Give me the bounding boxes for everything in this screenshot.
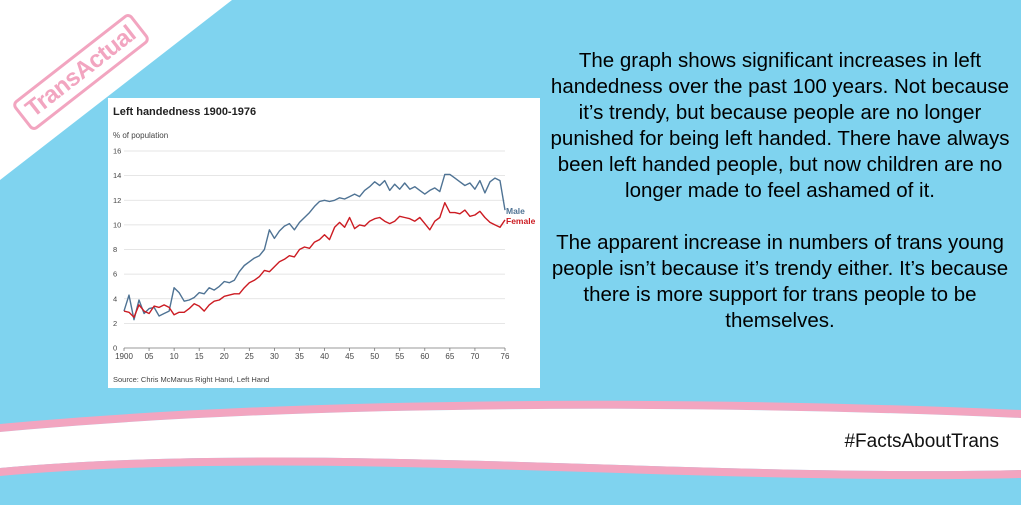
y-tick-label: 0: [113, 344, 117, 353]
paragraph-trans-support: The apparent increase in numbers of tran…: [551, 231, 1009, 332]
x-tick-label: 1900: [115, 352, 133, 361]
message-panel: The graph shows significant increases in…: [545, 48, 1015, 334]
y-tick-label: 16: [113, 147, 121, 156]
x-tick-label: 60: [420, 352, 429, 361]
y-tick-label: 10: [113, 220, 121, 229]
x-tick-label: 25: [245, 352, 254, 361]
paragraph-left-handedness: The graph shows significant increases in…: [550, 49, 1010, 202]
x-tick-label: 65: [445, 352, 454, 361]
series-line-male: [123, 173, 506, 321]
x-tick-label: 40: [320, 352, 329, 361]
legend-label-female: Female: [506, 216, 536, 226]
chart-title: Left handedness 1900-1976: [113, 106, 256, 118]
chart-source: Source: Chris McManus Right Hand, Left H…: [113, 375, 269, 384]
x-tick-label: 76: [501, 352, 510, 361]
x-tick-label: 55: [395, 352, 404, 361]
x-tick-label: 10: [170, 352, 179, 361]
line-chart: Left handedness 1900-1976 % of populatio…: [113, 106, 536, 384]
y-tick-label: 6: [113, 270, 117, 279]
x-tick-label: 50: [370, 352, 379, 361]
chart-ylabel: % of population: [113, 131, 168, 140]
y-tick-label: 4: [113, 294, 117, 303]
x-tick-label: 30: [270, 352, 279, 361]
hashtag-label: #FactsAboutTrans: [844, 431, 999, 452]
x-tick-label: 05: [145, 352, 154, 361]
y-tick-label: 14: [113, 171, 121, 180]
x-tick-label: 35: [295, 352, 304, 361]
y-tick-label: 8: [113, 245, 117, 254]
x-tick-label: 45: [345, 352, 354, 361]
y-tick-label: 12: [113, 196, 121, 205]
x-tick-label: 20: [220, 352, 229, 361]
x-tick-label: 70: [470, 352, 479, 361]
y-tick-label: 2: [113, 319, 117, 328]
x-tick-label: 15: [195, 352, 204, 361]
chart-card: Left handedness 1900-1976 % of populatio…: [108, 98, 540, 388]
series-line-female: [123, 201, 506, 318]
legend-label-male: Male: [506, 206, 525, 216]
